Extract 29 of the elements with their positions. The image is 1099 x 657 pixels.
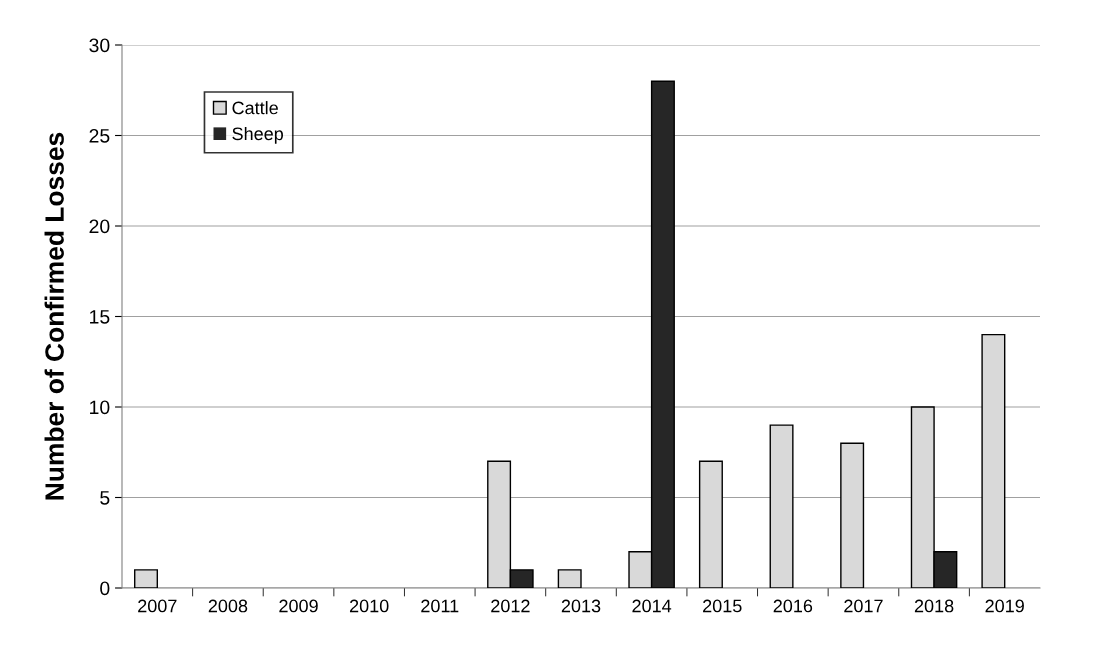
x-tick-label: 2016 [773, 599, 813, 613]
x-tick-label: 2009 [279, 599, 318, 613]
x-tick-label: 2014 [632, 599, 672, 613]
x-tick-label: 2013 [561, 599, 601, 613]
y-tick-label: 30 [89, 38, 110, 53]
y-axis-title: Number of Confirmed Losses [44, 132, 64, 500]
x-tick-label: 2012 [491, 599, 530, 613]
x-tick-label: 2010 [349, 599, 389, 613]
x-tick-label: 2017 [844, 599, 883, 613]
y-tick-label: 0 [100, 581, 110, 596]
x-tick-label: 2011 [421, 599, 459, 613]
bar [557, 569, 582, 588]
y-tick-label: 20 [89, 219, 110, 234]
y-tick-label: 15 [90, 310, 110, 324]
x-tick-label: 2015 [703, 599, 742, 613]
legend-label: Sheep [232, 126, 283, 144]
x-tick-label: 2008 [208, 599, 248, 613]
x-tick-label: 2019 [985, 599, 1024, 613]
bar [698, 460, 723, 588]
x-tick-label: 2018 [914, 599, 954, 613]
x-tick-label: 2007 [138, 599, 177, 613]
bar [134, 569, 159, 588]
bar [840, 442, 865, 588]
legend-label: Cattle [232, 101, 278, 115]
y-tick-label: 10 [90, 400, 110, 415]
bar [769, 424, 794, 588]
y-tick-label: 25 [89, 128, 110, 143]
y-tick-label: 5 [100, 491, 110, 505]
bar [981, 333, 1006, 588]
